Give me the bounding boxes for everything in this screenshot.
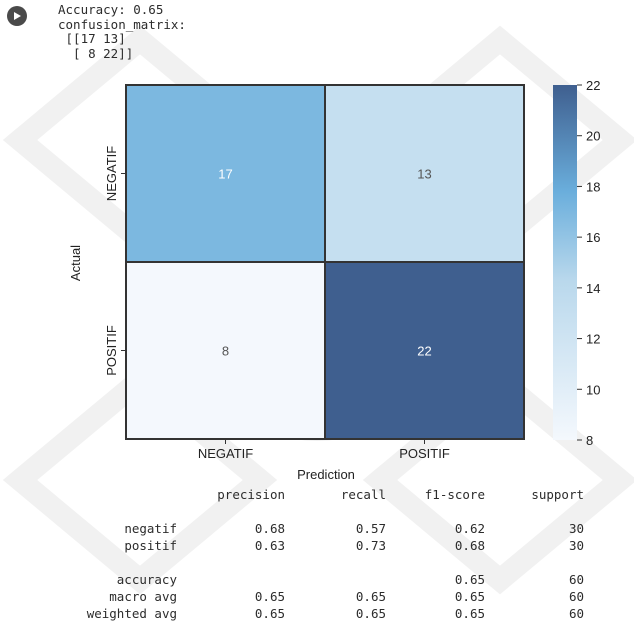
accuracy-line: Accuracy: 0.65 — [58, 2, 164, 17]
y-tick-label: NEGATIF — [104, 146, 119, 201]
row-label: macro avg — [109, 589, 177, 604]
row-f1: 0.65 — [454, 606, 485, 621]
row-recall: 0.73 — [355, 538, 386, 553]
row-support: 30 — [568, 521, 584, 536]
row-recall: 0.65 — [355, 589, 386, 604]
x-axis-label: Prediction — [297, 467, 355, 482]
classification-report: precision recall f1-score support negati… — [0, 487, 634, 623]
cell-value-label: 8 — [222, 344, 229, 359]
row-precision: 0.65 — [254, 589, 285, 604]
header-support: support — [531, 487, 584, 502]
run-cell-button[interactable] — [7, 6, 27, 26]
play-icon — [14, 12, 21, 20]
row-f1: 0.65 — [454, 572, 485, 587]
confusion-matrix-heatmap: 17 13 8 22 NEGATIF POSITIF NEGATIF POSITIF Pr… — [68, 78, 600, 482]
cell-value-label: 22 — [417, 344, 431, 359]
row-recall: 0.65 — [355, 606, 386, 621]
row-recall: 0.57 — [355, 521, 386, 536]
row-f1: 0.62 — [454, 521, 485, 536]
colorbar-tick-label: 20 — [586, 129, 600, 144]
cell-value-label: 13 — [417, 167, 431, 182]
row-support: 60 — [568, 589, 584, 604]
confusion-matrix-title: confusion_matrix: — [58, 16, 186, 32]
row-support: 30 — [568, 538, 584, 553]
header-precision: precision — [217, 487, 285, 502]
report-row-weighted-avg: weighted avg 0.65 0.65 0.65 60 — [0, 606, 634, 623]
row-precision: 0.63 — [254, 538, 285, 553]
confusion-matrix-row-2: [ 8 22]] — [58, 45, 134, 61]
cell-value-label: 17 — [218, 167, 232, 182]
colorbar-tick-label: 8 — [586, 433, 593, 448]
row-label: weighted avg — [86, 606, 177, 621]
heatmap-cell — [324, 261, 525, 440]
colorbar-tick-label: 22 — [586, 78, 600, 93]
colorbar-tick-label: 10 — [586, 382, 600, 397]
report-header-row: precision recall f1-score support — [0, 487, 634, 504]
report-row-positif: positif 0.63 0.73 0.68 30 — [0, 538, 634, 555]
row-support: 60 — [568, 606, 584, 621]
row-precision: 0.65 — [254, 606, 285, 621]
report-row-macro-avg: macro avg 0.65 0.65 0.65 60 — [0, 589, 634, 606]
report-row-negatif: negatif 0.68 0.57 0.62 30 — [0, 521, 634, 538]
heatmap-cell — [324, 84, 525, 263]
header-recall: recall — [340, 487, 386, 502]
colorbar-tick-label: 18 — [586, 179, 600, 194]
row-label: negatif — [124, 521, 177, 536]
row-f1: 0.68 — [454, 538, 485, 553]
colorbar-tick-label: 16 — [586, 230, 600, 245]
y-axis-label: Actual — [68, 245, 83, 281]
row-support: 60 — [568, 572, 584, 587]
colorbar-tick-label: 12 — [586, 332, 600, 347]
report-row-accuracy: accuracy 0.65 60 — [0, 572, 634, 589]
x-tick-label: POSITIF — [399, 446, 450, 461]
row-label: positif — [124, 538, 177, 553]
row-precision: 0.68 — [254, 521, 285, 536]
row-label: accuracy — [116, 572, 177, 587]
colorbar — [553, 85, 577, 440]
y-tick-label: POSITIF — [104, 325, 119, 376]
header-f1-score: f1-score — [424, 487, 485, 502]
colorbar-tick-label: 14 — [586, 281, 600, 296]
x-tick-label: NEGATIF — [198, 446, 253, 461]
confusion-matrix-row-1: [[17 13] — [58, 31, 126, 46]
cell-output-text: Accuracy: 0.65 confusion_matrix: [[17 13… — [58, 2, 186, 61]
row-f1: 0.65 — [454, 589, 485, 604]
